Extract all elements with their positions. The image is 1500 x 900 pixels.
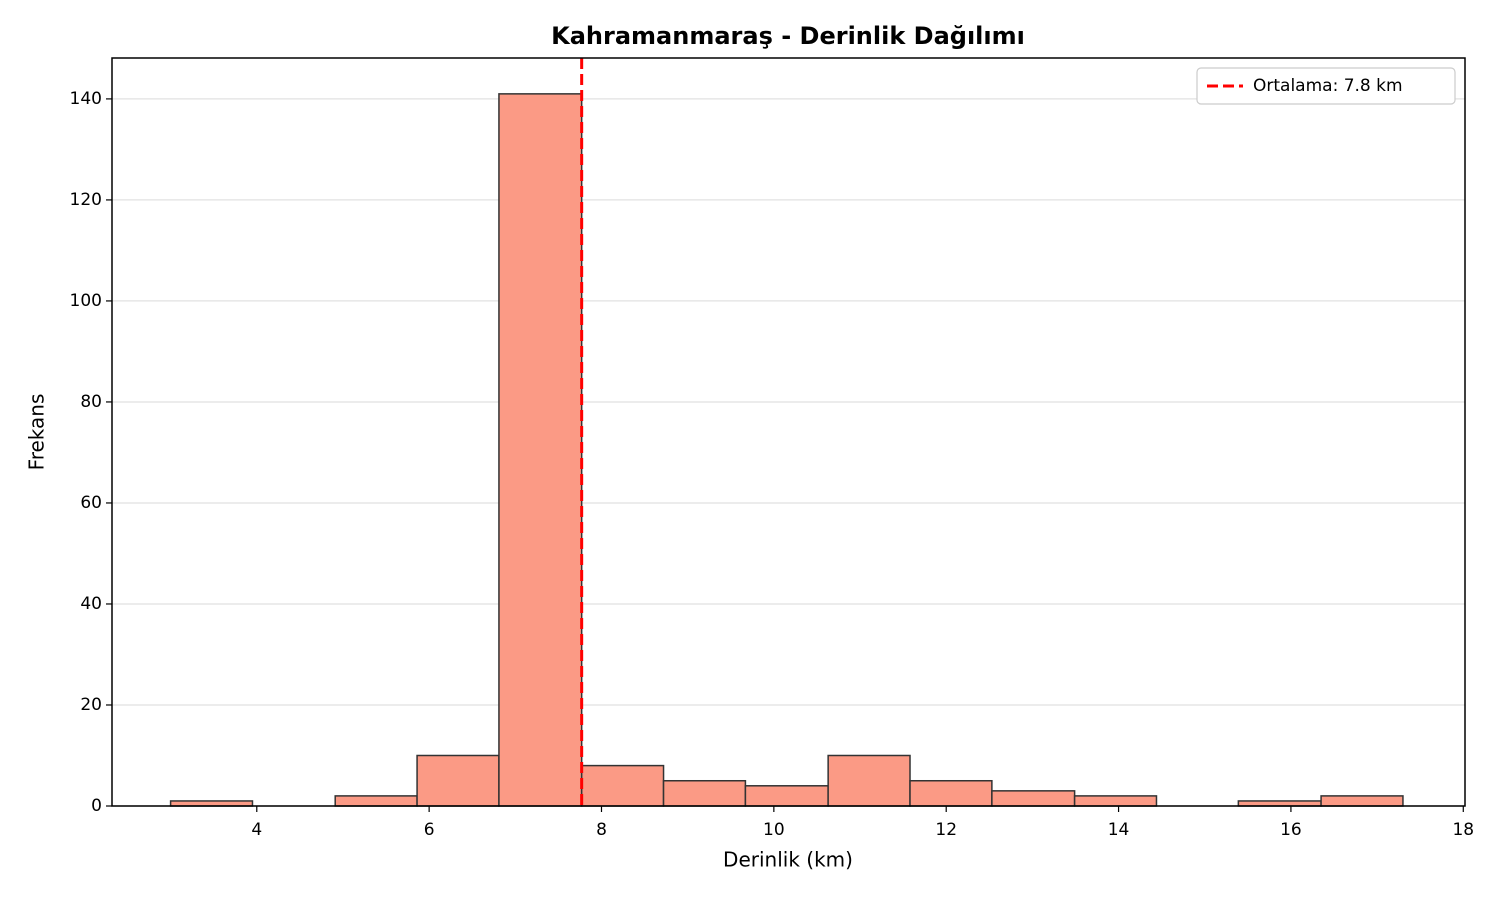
- y-tick-label: 80: [80, 392, 102, 412]
- x-tick-label: 4: [251, 820, 262, 840]
- bar: [662, 779, 747, 807]
- bar: [498, 93, 583, 807]
- y-tick-label: 100: [70, 291, 102, 311]
- x-tick-label: 18: [1452, 820, 1474, 840]
- bar: [1237, 800, 1322, 807]
- bar: [827, 754, 911, 807]
- x-tick-label: 10: [763, 820, 785, 840]
- chart-title: Kahramanmaraş - Derinlik Dağılımı: [551, 22, 1025, 50]
- plot-frame: [111, 57, 1466, 807]
- y-tick-label: 20: [80, 695, 102, 715]
- legend-box: [1196, 67, 1456, 105]
- bar: [334, 795, 418, 807]
- bar: [1320, 795, 1404, 807]
- y-tick-label: 60: [80, 493, 102, 513]
- bar: [991, 790, 1076, 807]
- x-tick-label: 8: [596, 820, 607, 840]
- bar: [580, 764, 665, 807]
- y-tick-label: 140: [70, 89, 102, 109]
- x-axis-label: Derinlik (km): [723, 848, 853, 872]
- bar: [909, 779, 993, 807]
- x-tick-label: 6: [424, 820, 435, 840]
- bar: [169, 800, 254, 807]
- bar: [744, 785, 829, 807]
- legend-label: Ortalama: 7.8 km: [1253, 76, 1403, 96]
- y-tick-label: 40: [80, 594, 102, 614]
- y-tick-label: 120: [70, 190, 102, 210]
- x-tick-label: 12: [935, 820, 957, 840]
- bar: [1073, 795, 1158, 807]
- x-tick-label: 14: [1108, 820, 1130, 840]
- x-tick-label: 16: [1280, 820, 1302, 840]
- bar: [416, 754, 500, 807]
- y-tick-label: 0: [91, 796, 102, 816]
- y-axis-label: Frekans: [25, 394, 49, 471]
